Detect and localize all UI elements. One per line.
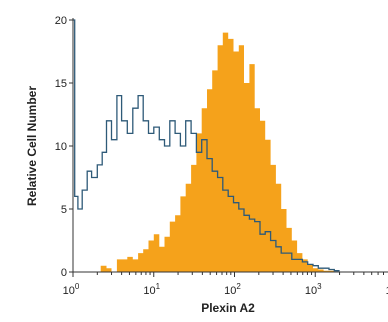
series-1-outline-histogram bbox=[73, 19, 340, 272]
x-tick-exponent: 2 bbox=[236, 282, 241, 291]
x-axis-title: Plexin A2 bbox=[201, 301, 255, 315]
y-axis: 0 5 10 15 20 bbox=[55, 15, 74, 279]
x-tick-base: 10 bbox=[143, 285, 155, 297]
x-tick-base: 10 bbox=[386, 285, 388, 297]
x-tick-label: 104 bbox=[386, 282, 388, 297]
x-tick-base: 10 bbox=[224, 285, 236, 297]
y-tick-label: 20 bbox=[55, 15, 67, 27]
x-tick-label: 103 bbox=[305, 282, 322, 297]
plot-area bbox=[73, 19, 388, 272]
x-tick-label: 101 bbox=[143, 282, 160, 297]
x-tick-base: 10 bbox=[305, 285, 317, 297]
x-tick-label: 100 bbox=[63, 282, 80, 297]
y-tick-label: 0 bbox=[61, 267, 67, 279]
x-axis: 100101102103104 bbox=[63, 271, 388, 297]
x-tick-exponent: 0 bbox=[75, 282, 80, 291]
x-tick-exponent: 3 bbox=[317, 282, 322, 291]
x-tick-base: 10 bbox=[63, 285, 75, 297]
series-0-filled-histogram bbox=[73, 32, 388, 272]
x-tick-exponent: 1 bbox=[156, 282, 161, 291]
y-tick-label: 15 bbox=[55, 78, 67, 90]
y-axis-title: Relative Cell Number bbox=[25, 86, 39, 206]
y-tick-label: 10 bbox=[55, 141, 67, 153]
y-tick-label: 5 bbox=[61, 204, 67, 216]
x-tick-label: 102 bbox=[224, 282, 241, 297]
